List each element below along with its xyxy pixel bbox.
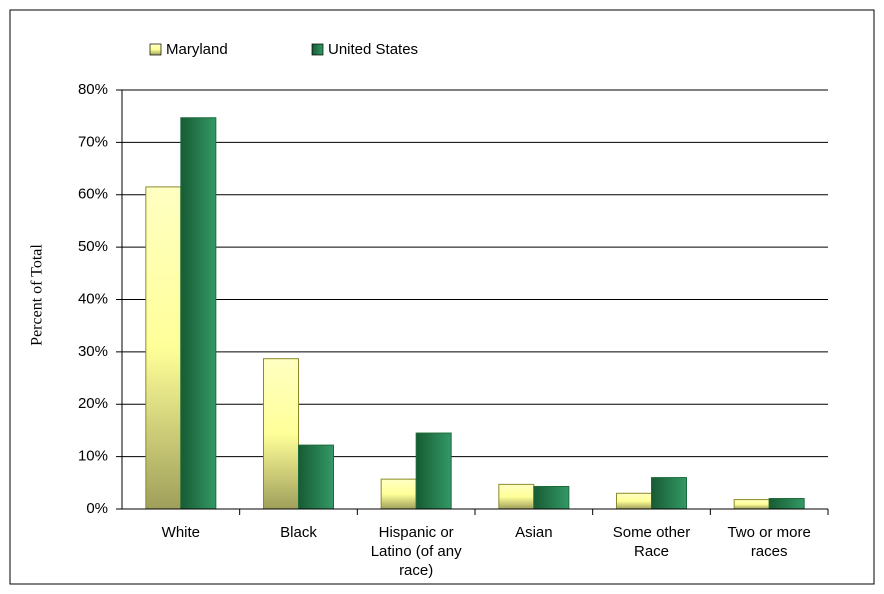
y-tick-label: 0% [86, 500, 108, 517]
legend-swatch [149, 43, 162, 56]
y-tick-label: 50% [78, 238, 108, 255]
x-tick-label: Hispanic or Latino (of any race) [370, 524, 462, 579]
bar [733, 499, 770, 510]
bar [651, 477, 687, 510]
y-tick-label: 30% [78, 343, 108, 360]
bar [768, 498, 805, 510]
legend-swatch [311, 43, 324, 56]
y-tick-label: 10% [78, 448, 108, 465]
x-tick-label: Black [280, 524, 317, 541]
x-tick-label: Two or more races [727, 524, 811, 560]
legend-label: Maryland [166, 41, 228, 58]
y-axis-title: Percent of Total [29, 244, 46, 346]
bar [533, 485, 570, 510]
x-tick-label: White [161, 524, 200, 541]
bar [298, 444, 334, 510]
y-tick-label: 20% [78, 395, 108, 412]
y-tick-label: 80% [78, 81, 108, 98]
bar [180, 117, 217, 510]
bar [415, 432, 452, 510]
x-tick-label: Some other Race [612, 524, 691, 560]
bar [263, 358, 299, 510]
legend-label: United States [328, 41, 418, 58]
bar [380, 478, 417, 510]
y-tick-label: 70% [78, 133, 108, 150]
y-tick-label: 60% [78, 186, 108, 203]
y-tick-label: 40% [78, 290, 108, 307]
x-tick-label: Asian [515, 524, 553, 541]
bar [616, 492, 652, 510]
bar [498, 483, 535, 510]
bar [145, 186, 182, 510]
